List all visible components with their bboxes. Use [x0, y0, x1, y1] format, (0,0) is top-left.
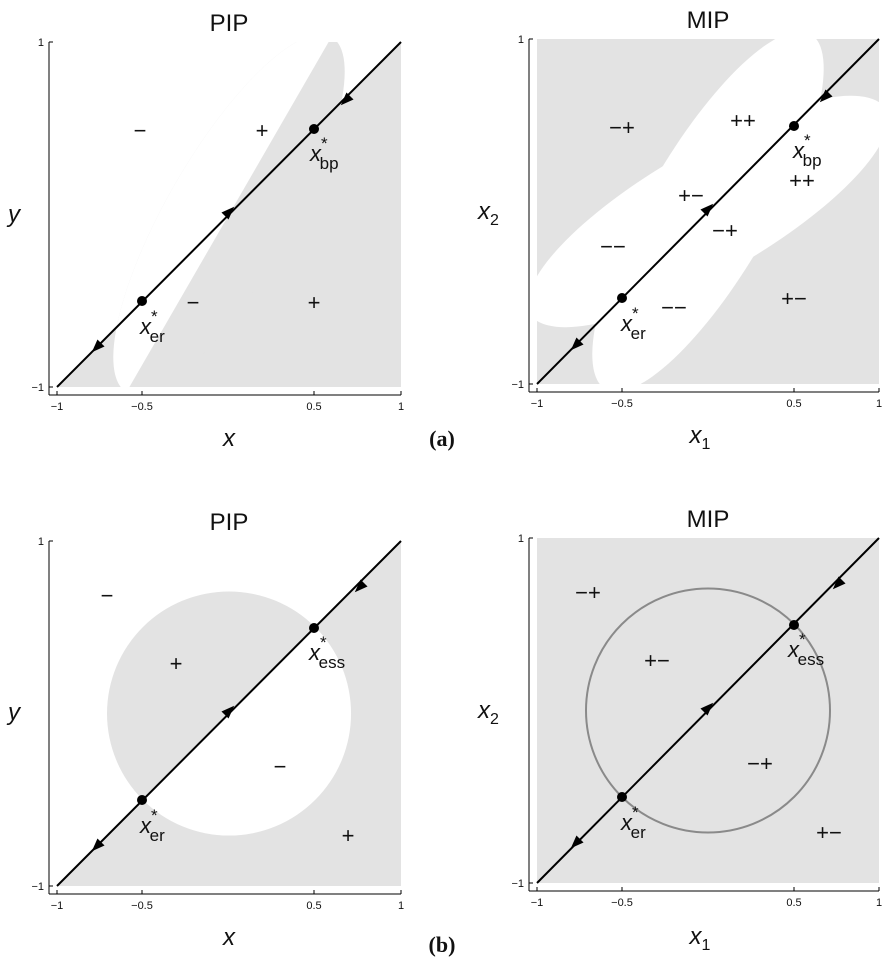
plot-title: PIP	[210, 10, 249, 37]
tick-label: 1	[38, 536, 44, 548]
arrow-right	[221, 206, 235, 220]
tick-label: 1	[518, 533, 524, 545]
equilibrium-point	[617, 792, 627, 802]
point-label: x* er	[139, 806, 165, 845]
y-axis-label: y	[6, 201, 22, 228]
plot-title: MIP	[687, 7, 730, 34]
arrow-right	[819, 89, 833, 103]
plot-title: PIP	[210, 509, 249, 536]
y-axis-label: x2	[477, 198, 499, 229]
arrow-right	[221, 705, 235, 719]
equilibrium-point	[309, 124, 319, 134]
sign-label: −+	[747, 751, 773, 776]
sign-label: −−	[661, 295, 687, 320]
point-label: x* ess	[308, 633, 345, 672]
point-label: x* er	[139, 307, 165, 346]
equilibrium-point	[789, 620, 799, 630]
circle-boundary	[585, 587, 831, 834]
sign-label: −	[187, 290, 200, 315]
arrow-right	[91, 838, 105, 852]
point-label: x* bp	[792, 131, 822, 170]
x-axis-label: x1	[689, 923, 711, 954]
sign-label: −	[134, 118, 147, 143]
sign-label: ++	[789, 168, 815, 193]
tick-label: −0.5	[611, 398, 633, 410]
tick-label: −0.5	[611, 897, 633, 909]
point-label: x* bp	[309, 134, 339, 173]
plot-title: MIP	[687, 506, 730, 533]
tick-label: 1	[38, 37, 44, 49]
equilibrium-point	[309, 623, 319, 633]
panel-label: (b)	[429, 932, 456, 957]
sign-label: +	[170, 651, 183, 676]
tick-label: 0.5	[786, 897, 801, 909]
x-axis-label: x	[222, 425, 236, 452]
tick-label: −1	[511, 878, 524, 890]
point-label: x* er	[620, 803, 646, 842]
y-axis-label: x2	[477, 697, 499, 728]
point-label: x* ess	[787, 630, 824, 669]
tick-label: −1	[51, 900, 64, 912]
tick-label: −1	[531, 398, 544, 410]
arrow-right	[570, 835, 584, 849]
tick-label: 1	[398, 401, 404, 413]
tick-label: −1	[511, 379, 524, 391]
tick-label: −1	[51, 401, 64, 413]
sign-label: +−	[644, 648, 670, 673]
tick-label: −1	[531, 897, 544, 909]
equilibrium-point	[789, 121, 799, 131]
sign-label: +	[308, 290, 321, 315]
sign-label: −−	[600, 234, 626, 259]
arrow-right	[700, 702, 714, 716]
axes-frame	[528, 38, 880, 393]
tick-label: 0.5	[306, 401, 321, 413]
axes-frame	[528, 537, 880, 892]
tick-label: −1	[31, 382, 44, 394]
tick-label: 1	[876, 897, 882, 909]
sign-label: +	[342, 823, 355, 848]
y-axis-label: y	[6, 699, 22, 726]
sign-label: −+	[575, 580, 601, 605]
sign-label: +−	[816, 820, 842, 845]
x-axis-label: x	[222, 924, 236, 951]
sign-label: ++	[730, 108, 756, 133]
arrow-right	[340, 92, 354, 106]
panel-label: (a)	[429, 426, 455, 451]
x-axis-label: x1	[689, 422, 711, 453]
tick-label: 0.5	[786, 398, 801, 410]
plot-a-pip: x* bp x* er − + − + 1 −1 −1 −0.5 0.5 1 PIP…	[6, 10, 404, 452]
arrow-right	[354, 579, 368, 593]
tick-label: −1	[31, 881, 44, 893]
region-circle-lower	[142, 627, 352, 836]
arrow-right	[832, 576, 846, 590]
plot-b-pip: x* ess x* er − + − + 1 −1 −1 −0.5 0.5 1 PI…	[6, 509, 404, 951]
equilibrium-point	[617, 293, 627, 303]
sign-label: −+	[712, 218, 738, 243]
sign-label: −	[101, 583, 114, 608]
equilibrium-point	[137, 296, 147, 306]
sign-label: −	[274, 754, 287, 779]
plot-b-mip: x* ess x* er −+ +− −+ +− 1 −1 −1 −0.5 0.5 …	[477, 506, 882, 954]
sign-label: +	[256, 118, 269, 143]
axes-frame	[48, 41, 402, 396]
axes-frame	[48, 540, 402, 895]
sign-label: +−	[781, 286, 807, 311]
tick-label: −0.5	[131, 900, 153, 912]
sign-label: +−	[678, 183, 704, 208]
point-label: x* er	[620, 304, 646, 343]
sign-label: −+	[609, 115, 635, 140]
tick-label: 0.5	[306, 900, 321, 912]
tick-label: 1	[876, 398, 882, 410]
arrow-right	[91, 339, 105, 353]
arrow-right	[570, 337, 584, 351]
tick-label: 1	[518, 34, 524, 46]
equilibrium-point	[137, 795, 147, 805]
arrow-right	[700, 203, 714, 217]
tick-label: −0.5	[131, 401, 153, 413]
tick-label: 1	[398, 900, 404, 912]
plot-a-mip: x* bp x* er −+ ++ ++ +− −+ −− −− +− 1 −1 −…	[477, 7, 882, 453]
